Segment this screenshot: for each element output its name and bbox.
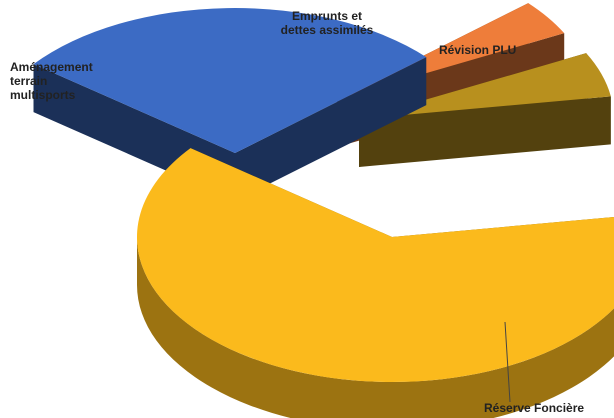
reserve-fonciere-slice <box>137 148 614 382</box>
label-reserve-fonciere: Réserve Foncière <box>484 401 585 415</box>
amenagement-terrain-multisports-slice-wall-1 <box>235 57 427 202</box>
label-revision-plu: Révision PLU <box>439 43 517 57</box>
label-emprunts: Emprunts et dettes assimilés <box>262 9 392 37</box>
label-emprunts-line2: dettes assimilés <box>280 23 374 37</box>
label-amenagement: Aménagement terrain multisports <box>10 60 93 102</box>
amenagement-terrain-multisports-slice <box>33 8 427 154</box>
reserve-leader-line <box>504 321 511 403</box>
reserve-fonciere-slice-side-0 <box>137 237 614 418</box>
label-amenagement-line3: multisports <box>10 88 76 102</box>
label-amenagement-line1: Aménagement <box>10 60 93 74</box>
revision-plu-slice-wall-1 <box>359 96 611 167</box>
label-amenagement-line2: terrain <box>10 74 48 88</box>
label-emprunts-line1: Emprunts et <box>291 9 362 23</box>
